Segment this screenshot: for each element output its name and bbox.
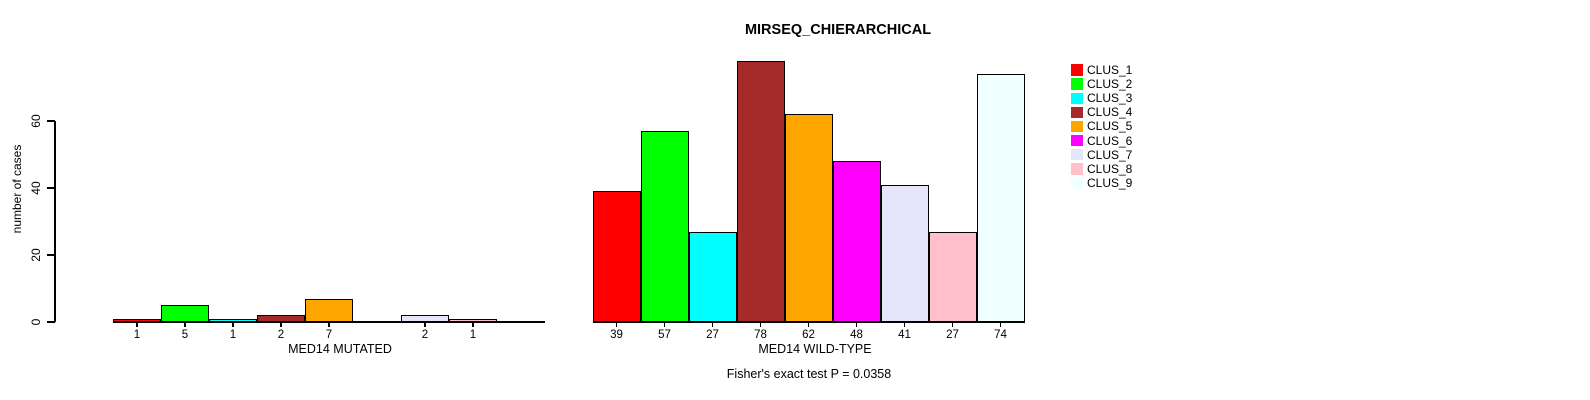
- bar-value-label: 41: [898, 329, 911, 341]
- x-tick: [999, 322, 1002, 327]
- legend-swatch: [1071, 92, 1083, 105]
- bar-value-label: 27: [946, 329, 959, 341]
- bar-value-label: 7: [325, 329, 333, 341]
- legend-swatch: [1071, 134, 1083, 147]
- x-axis-label-wildtype: MED14 WILD-TYPE: [758, 342, 872, 356]
- x-tick: [855, 322, 858, 327]
- x-tick: [903, 322, 906, 327]
- legend-label: CLUS_7: [1087, 147, 1133, 162]
- bar-clus_9-wildtype: [976, 74, 1025, 322]
- bar-clus_2-wildtype: [640, 131, 689, 322]
- legend-swatch: [1071, 177, 1083, 189]
- x-tick: [232, 322, 234, 327]
- legend-label: CLUS_1: [1087, 63, 1133, 78]
- x-tick: [711, 322, 714, 327]
- bar-value-label: 62: [802, 329, 815, 341]
- legend-swatch: [1071, 120, 1083, 133]
- bar-value-label: 1: [229, 329, 237, 341]
- x-tick: [472, 322, 474, 327]
- y-tick: [46, 254, 55, 256]
- x-tick: [184, 322, 186, 327]
- legend-item: CLUS_5: [1071, 119, 1132, 133]
- chart-title: MIRSEQ_CHIERARCHICAL: [744, 22, 932, 38]
- bar-clus_8-mutated: [449, 318, 497, 322]
- bar-value-label: 5: [181, 329, 189, 341]
- legend-item: CLUS_6: [1071, 134, 1132, 148]
- legend-item: CLUS_3: [1071, 91, 1132, 105]
- legend-item: CLUS_8: [1071, 162, 1132, 176]
- legend-item: CLUS_7: [1071, 148, 1132, 162]
- bar-clus_1-mutated: [113, 318, 161, 322]
- y-tick: [46, 120, 55, 122]
- x-tick: [328, 322, 330, 327]
- x-tick: [951, 322, 954, 327]
- bar-clus_5-mutated: [305, 298, 353, 322]
- x-tick: [807, 322, 810, 327]
- legend-label: CLUS_3: [1087, 91, 1133, 106]
- legend-item: CLUS_4: [1071, 105, 1132, 119]
- bar-clus_7-wildtype: [880, 184, 929, 322]
- legend-swatch: [1071, 148, 1083, 161]
- legend-label: CLUS_4: [1087, 105, 1133, 120]
- bar-value-label: 1: [469, 329, 477, 341]
- bar-clus_5-wildtype: [784, 114, 833, 322]
- fisher-test-annotation: Fisher's exact test P = 0.0358: [726, 367, 892, 381]
- legend-label: CLUS_2: [1087, 77, 1133, 92]
- bar-value-label: 2: [421, 329, 429, 341]
- bar-clus_2-mutated: [161, 305, 209, 322]
- legend-item: CLUS_1: [1071, 63, 1132, 77]
- legend-label: CLUS_9: [1087, 175, 1133, 190]
- bar-value-label: 39: [610, 329, 623, 341]
- x-axis-label-mutated: MED14 MUTATED: [288, 342, 392, 356]
- bar-value-label: 74: [994, 329, 1007, 341]
- legend-swatch: [1071, 78, 1083, 90]
- legend-label: CLUS_6: [1087, 133, 1133, 148]
- bar-value-label: 48: [850, 329, 863, 341]
- legend-label: CLUS_8: [1087, 161, 1133, 176]
- x-tick: [663, 322, 666, 327]
- y-tick: [46, 321, 55, 323]
- legend-swatch: [1071, 163, 1083, 175]
- bar-clus_7-mutated: [401, 315, 449, 322]
- x-tick: [424, 322, 426, 327]
- x-tick: [136, 322, 138, 327]
- bar-value-label: 2: [277, 329, 285, 341]
- y-tick: [46, 187, 55, 189]
- x-tick: [615, 322, 618, 327]
- x-tick: [280, 322, 282, 327]
- legend-swatch: [1071, 64, 1083, 76]
- bar-clus_8-wildtype: [928, 231, 977, 322]
- bar-clus_3-wildtype: [688, 231, 737, 322]
- legend-label: CLUS_5: [1087, 119, 1133, 134]
- bar-clus_1-wildtype: [592, 191, 641, 322]
- bar-clus_6-wildtype: [832, 161, 881, 322]
- bar-value-label: 57: [658, 329, 671, 341]
- bar-value-label: 1: [133, 329, 141, 341]
- legend-item: CLUS_2: [1071, 77, 1132, 91]
- bar-value-label: 27: [706, 329, 719, 341]
- bar-clus_4-wildtype: [736, 60, 785, 322]
- legend-item: CLUS_9: [1071, 176, 1132, 190]
- legend: CLUS_1 CLUS_2 CLUS_3 CLUS_4 CLUS_5 CLUS_6 CLUS…: [1071, 63, 1132, 190]
- y-axis-line: [54, 121, 56, 322]
- legend-swatch: [1071, 106, 1083, 119]
- bar-value-label: 78: [754, 329, 767, 341]
- x-tick: [759, 322, 762, 327]
- bar-clus_3-mutated: [209, 318, 257, 322]
- bar-clus_4-mutated: [257, 315, 305, 322]
